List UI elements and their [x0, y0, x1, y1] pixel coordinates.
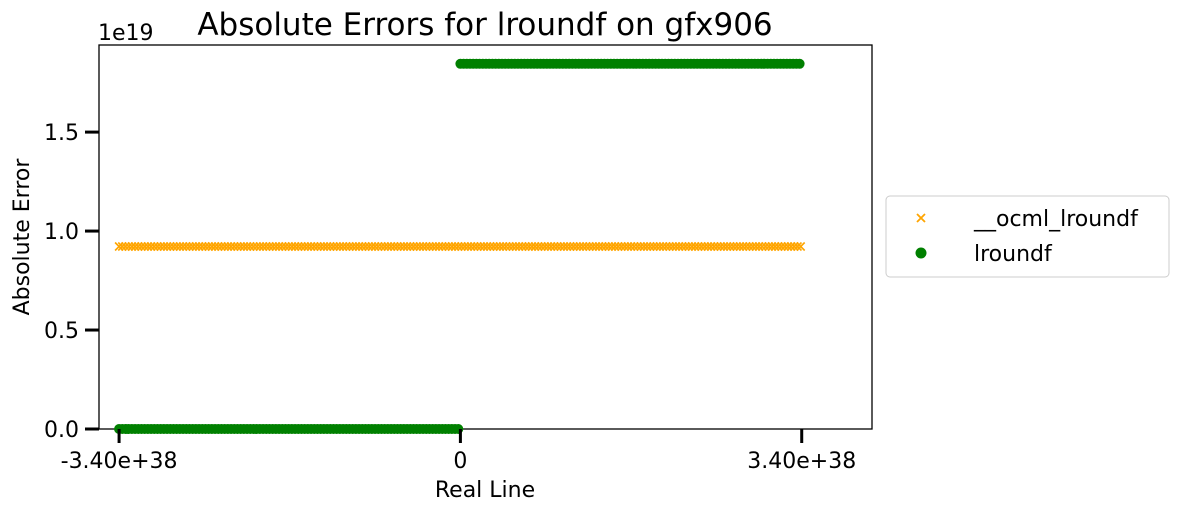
y-tick-label: 0.0 — [44, 418, 79, 443]
x-axis: -3.40e+38 0 3.40e+38 — [61, 429, 856, 474]
series-2-point — [794, 58, 805, 69]
legend-item: __ocml_lroundf — [916, 207, 1139, 232]
y-tick-label: 1.5 — [44, 121, 79, 146]
series-2 — [114, 58, 805, 434]
y-tick-label: 1.0 — [44, 220, 79, 245]
legend-item: lroundf — [915, 242, 1053, 267]
legend-frame — [885, 195, 1170, 278]
legend-label: lroundf — [974, 242, 1053, 267]
y-axis-label: Absolute Error — [10, 158, 35, 316]
legend-marker-x — [916, 213, 926, 223]
series-layer — [114, 58, 806, 434]
x-tick-label: -3.40e+38 — [61, 449, 178, 474]
x-tick-label: 3.40e+38 — [747, 449, 856, 474]
series-1-point — [796, 241, 806, 252]
y-offset-label: 1e19 — [98, 21, 154, 46]
legend-label: __ocml_lroundf — [973, 207, 1139, 232]
series-1 — [114, 241, 806, 252]
plot-area — [98, 44, 873, 434]
y-tick-label: 0.5 — [44, 319, 79, 344]
legend-marker-dot — [915, 247, 927, 259]
x-axis-label: Real Line — [435, 478, 535, 503]
chart-title: Absolute Errors for lroundf on gfx906 — [197, 7, 772, 43]
x-tick-label: 0 — [453, 449, 467, 474]
y-axis: 0.0 0.5 1.0 1.5 — [44, 121, 99, 443]
series-1-point — [792, 241, 803, 252]
plot-frame — [98, 44, 873, 430]
